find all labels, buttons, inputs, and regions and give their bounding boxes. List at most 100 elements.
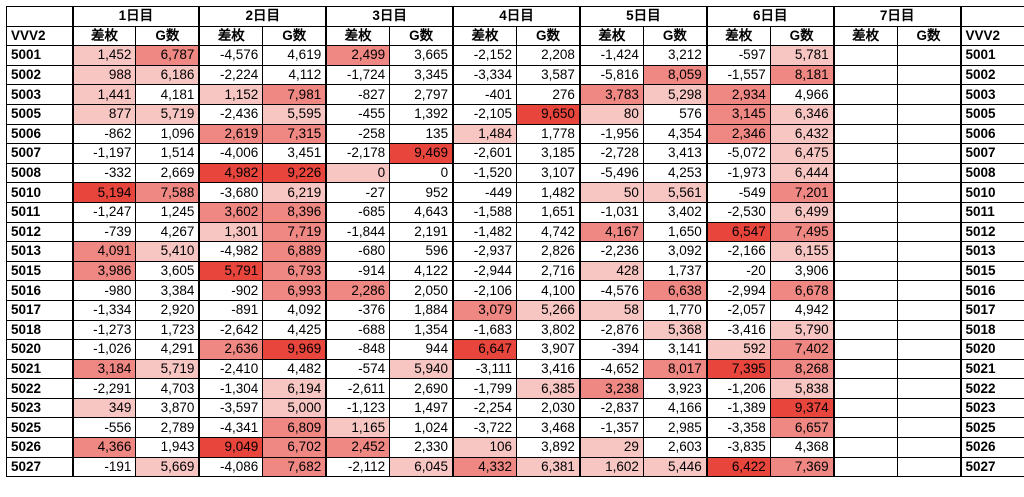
games-cell: 5,781 [769, 45, 835, 66]
machine-number: 5018 [6, 319, 73, 341]
games-cell [896, 437, 962, 458]
diff-cell: -3,111 [452, 358, 518, 380]
diff-cell: -1,844 [325, 221, 391, 243]
table-row: 5018 -1,273 1,723 -2,642 4,425 -688 1,354 -1,68… [6, 319, 1024, 341]
games-cell: 2,716 [515, 260, 581, 282]
diff-cell: -827 [325, 84, 391, 105]
table-row: 5011 -1,247 1,245 3,602 8,396 -685 4,643 -1,588… [6, 201, 1024, 223]
diff-cell [832, 319, 898, 341]
games-cell: 6,475 [769, 143, 835, 164]
games-cell: 4,942 [769, 299, 835, 321]
games-cell: 1,514 [135, 143, 200, 164]
games-cell: 1,943 [135, 437, 200, 458]
games-cell: 3,345 [389, 64, 454, 86]
corner-blank-right [959, 6, 1024, 27]
table-row: 5012 -739 4,267 1,301 7,719 -1,844 2,191 -1,482… [6, 221, 1024, 243]
diff-cell: -4,006 [198, 143, 264, 164]
games-cell: 4,267 [135, 221, 200, 243]
table-row: 5013 4,091 5,410 -4,982 6,889 -680 596 -2,937 2,… [6, 241, 1024, 262]
games-cell: 3,212 [642, 45, 708, 66]
diff-cell: 3,079 [452, 299, 518, 321]
games-cell: 4,368 [769, 437, 835, 458]
machine-number: 5022 [6, 378, 73, 399]
games-cell: 3,605 [135, 260, 200, 282]
games-cell: 3,141 [642, 339, 708, 360]
machine-number-right: 5027 [959, 456, 1024, 478]
diff-cell [832, 260, 898, 282]
diff-cell: 3,145 [705, 103, 771, 125]
machine-number-right: 5013 [959, 241, 1024, 262]
games-cell: 5,838 [769, 378, 835, 399]
games-cell: 3,092 [642, 241, 708, 262]
games-cell [896, 201, 962, 223]
games-cell: 7,201 [769, 182, 835, 203]
diff-cell: 1,152 [198, 84, 264, 105]
games-cell: 5,368 [642, 319, 708, 341]
games-cell: 5,410 [135, 241, 200, 262]
games-cell [896, 45, 962, 66]
diff-cell: -891 [198, 299, 264, 321]
machine-number-right: 5016 [959, 280, 1024, 301]
diff-cell [832, 45, 898, 66]
games-cell: 3,402 [642, 201, 708, 223]
diff-cell: -1,520 [452, 162, 518, 184]
games-cell [896, 182, 962, 203]
games-cell: 135 [389, 123, 454, 145]
machine-number-right: 5012 [959, 221, 1024, 243]
machine-number: 5025 [6, 417, 73, 439]
diff-cell: -3,334 [452, 64, 518, 86]
diff-header: 差枚 [578, 25, 644, 47]
machine-number-right: 5021 [959, 358, 1024, 380]
games-cell: 1,024 [389, 417, 454, 439]
diff-cell: -5,072 [705, 143, 771, 164]
diff-cell: 2,499 [325, 45, 391, 66]
diff-cell: 877 [71, 103, 137, 125]
diff-cell: 80 [578, 103, 644, 125]
games-cell: 4,253 [642, 162, 708, 184]
diff-header: 差枚 [325, 25, 391, 47]
games-cell: 1,723 [135, 319, 200, 341]
data-table: 1日目 2日目 3日目 4日目 5日目 6日目 7日目 VVV2 差枚 G数 差枚 G数 差枚 G数 差枚 G… [6, 6, 1024, 478]
diff-cell: -2,410 [198, 358, 264, 380]
games-cell: 6,702 [262, 437, 327, 458]
games-cell [896, 339, 962, 360]
games-cell: 6,787 [135, 45, 200, 66]
machine-number: 5020 [6, 339, 73, 360]
games-cell: 4,425 [262, 319, 327, 341]
machine-number: 5012 [6, 221, 73, 243]
machine-number: 5013 [6, 241, 73, 262]
games-cell: 5,595 [262, 103, 327, 125]
games-cell [896, 456, 962, 478]
games-cell: 5,719 [135, 358, 200, 380]
machine-number-right: 5001 [959, 45, 1024, 66]
table-row: 5008 -332 2,669 4,982 9,226 0 0 -1,520 3,107 -5,4… [6, 162, 1024, 184]
diff-cell: -1,482 [452, 221, 518, 243]
games-cell: 6,346 [769, 103, 835, 125]
games-cell: 8,181 [769, 64, 835, 86]
machine-number-right: 5010 [959, 182, 1024, 203]
games-cell: 4,703 [135, 378, 200, 399]
diff-cell: -3,722 [452, 417, 518, 439]
diff-cell: 4,332 [452, 456, 518, 478]
diff-cell: 2,346 [705, 123, 771, 145]
games-cell: 0 [389, 162, 454, 184]
games-header: G数 [515, 25, 581, 47]
machine-number-right: 5015 [959, 260, 1024, 282]
diff-header: 差枚 [832, 25, 898, 47]
games-cell: 2,208 [515, 45, 581, 66]
diff-cell: -2,944 [452, 260, 518, 282]
diff-cell: 5,194 [71, 182, 137, 203]
games-cell: 6,499 [769, 201, 835, 223]
games-cell: 4,092 [262, 299, 327, 321]
games-header: G数 [896, 25, 962, 47]
day-header: 7日目 [832, 6, 962, 27]
games-cell: 2,050 [389, 280, 454, 301]
diff-cell: 349 [71, 397, 137, 419]
machine-number-right: 5025 [959, 417, 1024, 439]
diff-cell: -20 [705, 260, 771, 282]
diff-cell: 0 [325, 162, 391, 184]
games-header: G数 [389, 25, 454, 47]
diff-cell: 4,982 [198, 162, 264, 184]
diff-cell: -980 [71, 280, 137, 301]
games-cell: 2,030 [515, 397, 581, 419]
